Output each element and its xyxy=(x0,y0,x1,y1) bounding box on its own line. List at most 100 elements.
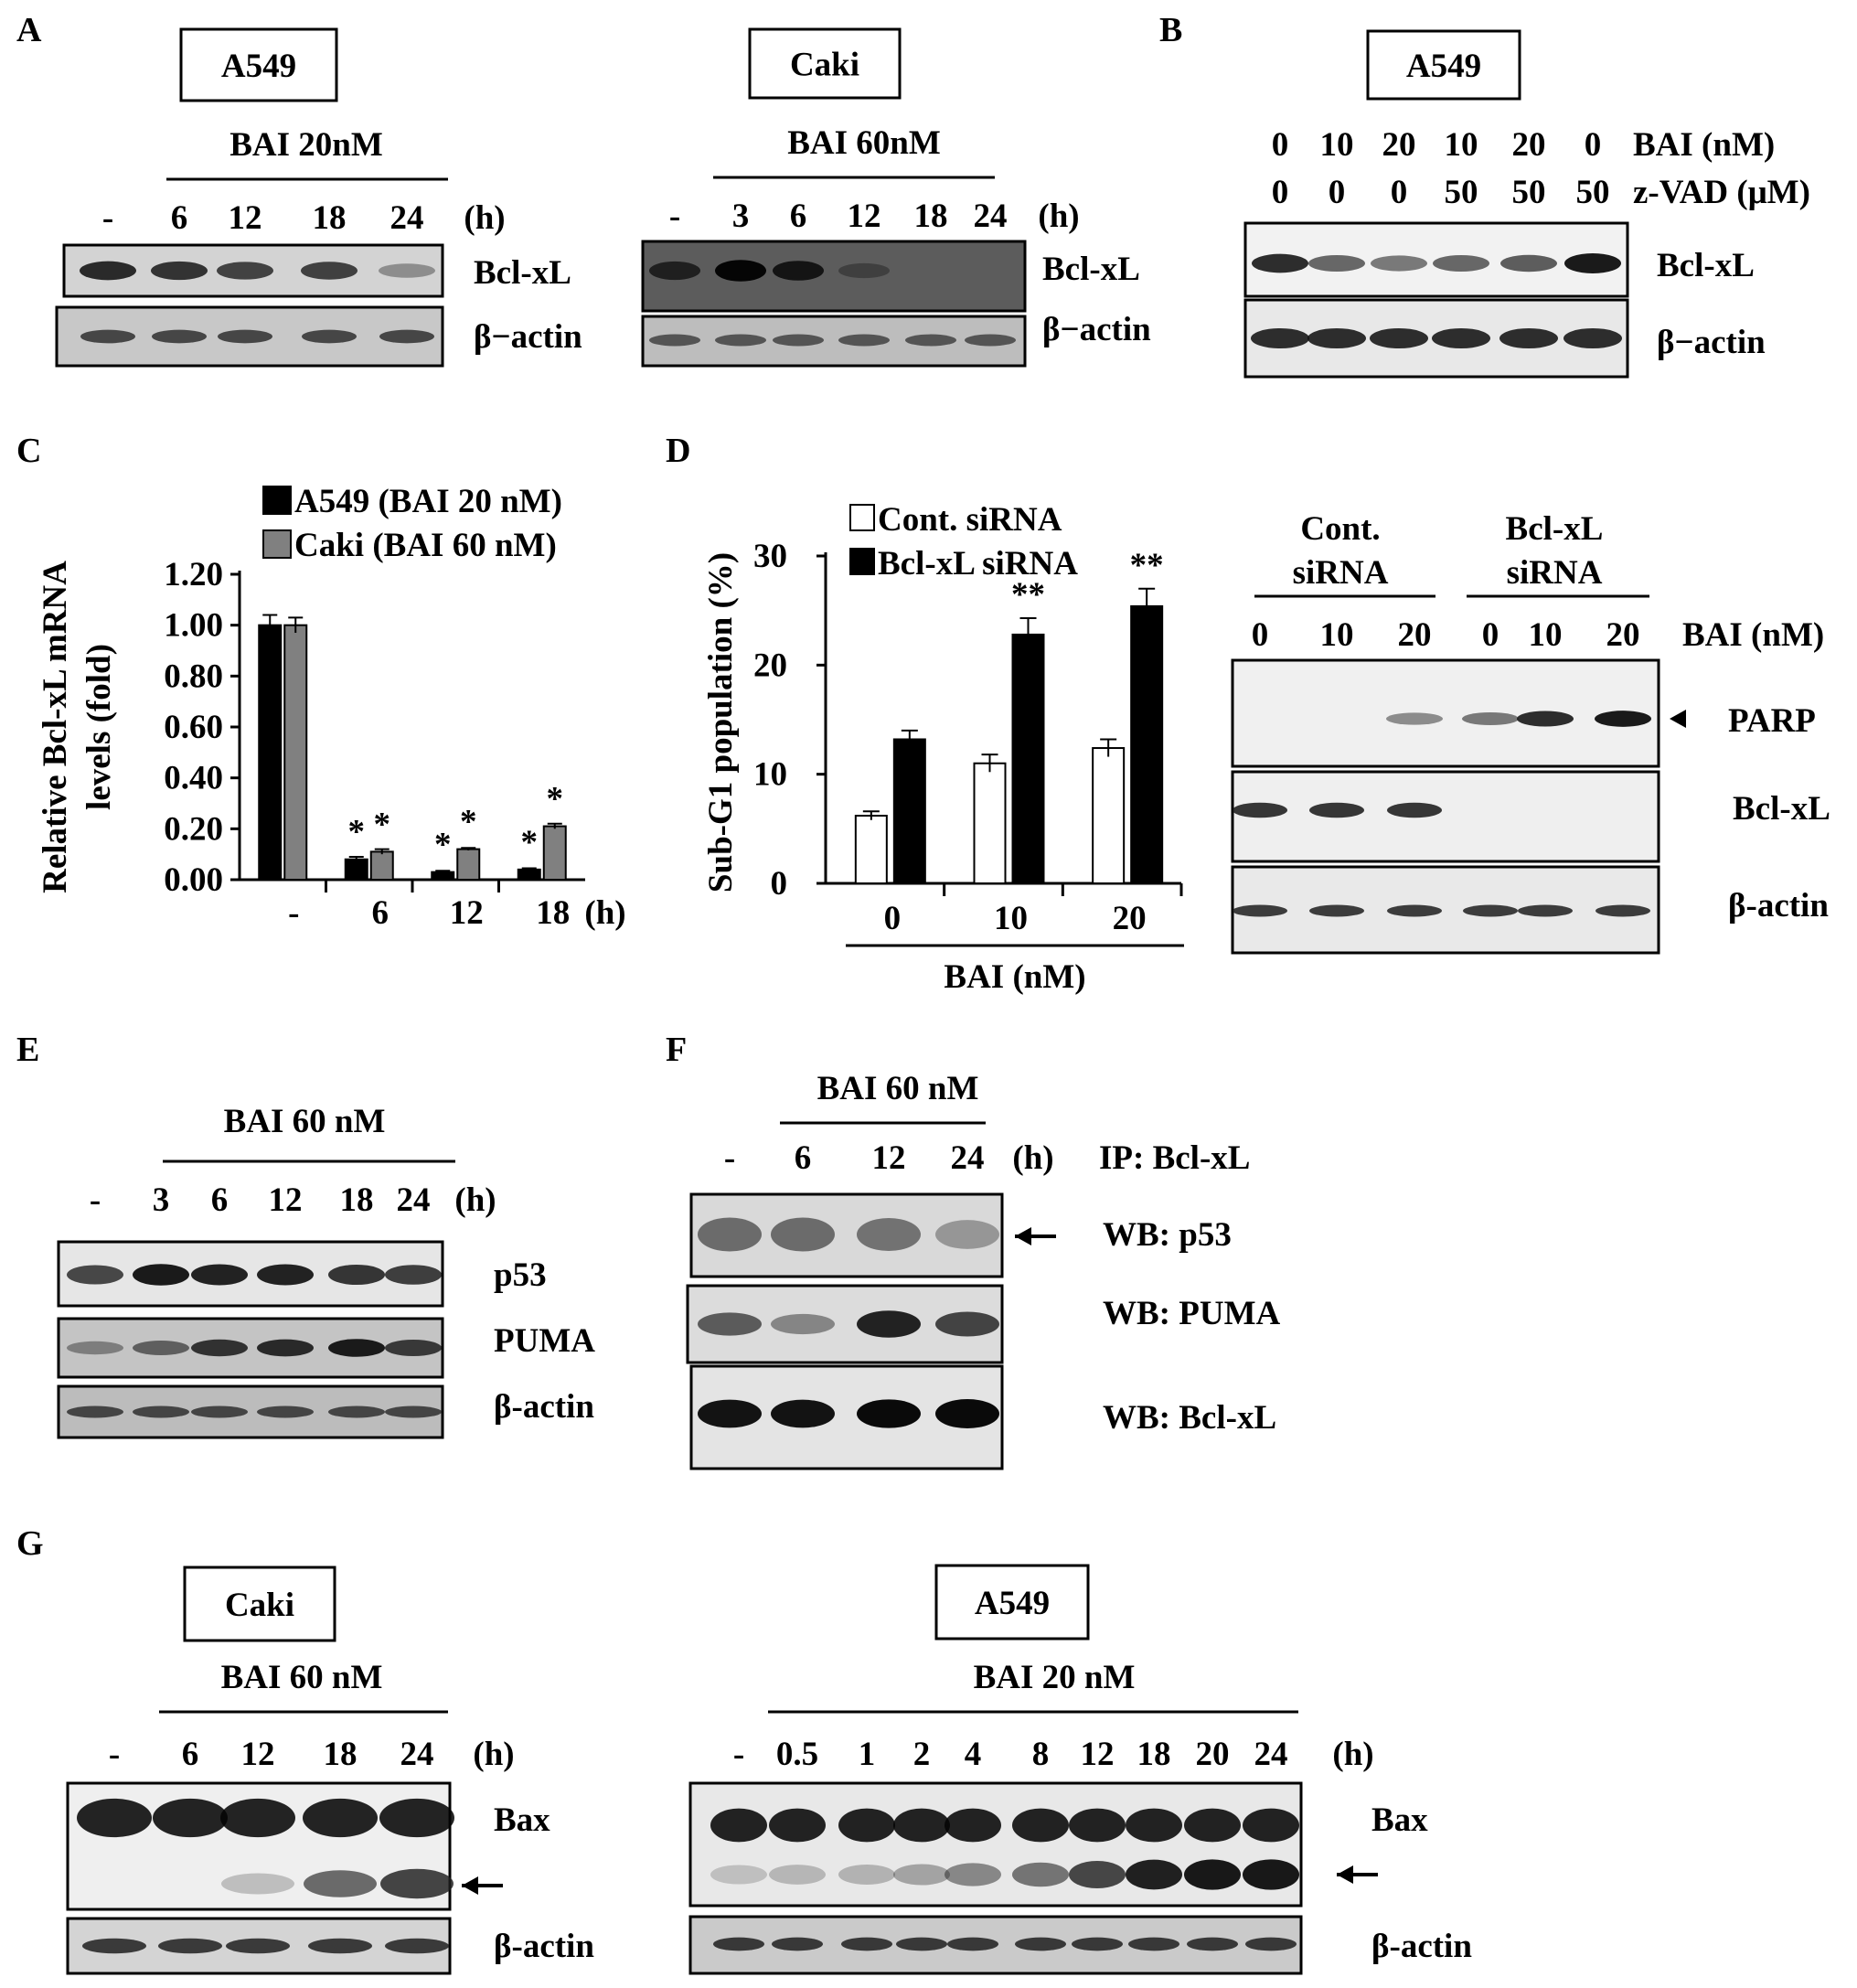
g-right-row-actin: β-actin xyxy=(1371,1928,1472,1965)
d-bar xyxy=(854,815,888,884)
a-right-bcl-band xyxy=(773,261,824,281)
a-right-lane-label: 18 xyxy=(914,198,948,235)
f-row-puma: WB: PUMA xyxy=(1103,1295,1280,1332)
f-bcl-band xyxy=(935,1399,999,1428)
a-left-actin-band xyxy=(152,329,207,344)
c-significance: * xyxy=(521,824,539,861)
b-bai-value: 20 xyxy=(1382,126,1416,164)
c-x-tick-label: 18 xyxy=(536,894,570,932)
b-bcl-band xyxy=(1252,253,1308,273)
a-left-bcl-band xyxy=(217,262,273,280)
d-bar xyxy=(973,762,1007,884)
c-y-tick-label: 1.20 xyxy=(164,556,223,593)
a-left-lane-label: - xyxy=(102,199,113,237)
e-actin-band xyxy=(191,1405,248,1418)
d-blot-row-parp: PARP xyxy=(1728,702,1816,740)
e-lane-label: 18 xyxy=(340,1181,374,1219)
g-right-actin-band xyxy=(1015,1937,1066,1951)
g-right-bax-band xyxy=(1012,1808,1069,1843)
g-right-actin-band xyxy=(841,1937,892,1951)
g-left-bax-band xyxy=(153,1798,228,1838)
d-blot-row-actin: β-actin xyxy=(1728,887,1829,925)
g-right-bax-band xyxy=(838,1808,895,1843)
g-right-cleaved-bax-band xyxy=(769,1865,826,1885)
b-bai-label: BAI (nM) xyxy=(1633,126,1775,164)
g-right-actin-band xyxy=(947,1937,998,1951)
panel-letter-d: D xyxy=(666,432,690,470)
f-puma-band xyxy=(935,1311,999,1337)
f-bcl-band xyxy=(698,1399,762,1428)
a-left-actin-band xyxy=(218,329,272,344)
d-x-tick-label: 10 xyxy=(994,900,1028,937)
d-blot-actin-band xyxy=(1387,904,1442,917)
e-puma-band xyxy=(385,1340,442,1356)
e-row-actin: β-actin xyxy=(494,1388,594,1426)
a-right-actin-band xyxy=(649,334,700,347)
c-y-tick-label: 1.00 xyxy=(164,607,223,645)
d-blot-parp-arrowhead xyxy=(1670,710,1686,728)
b-bcl-band xyxy=(1564,253,1621,273)
a-right-lane-label: 24 xyxy=(974,198,1008,235)
d-legend-swatch xyxy=(849,548,875,575)
a-left-bcl-band xyxy=(80,261,136,281)
g-right-bax-band xyxy=(893,1808,950,1843)
d-blot-group1-line2: siRNA xyxy=(1293,554,1389,592)
c-bar xyxy=(258,624,283,882)
g-right-unit: (h) xyxy=(1332,1736,1373,1773)
b-cell-line-box xyxy=(1366,29,1521,101)
d-significance: ** xyxy=(1011,576,1045,614)
e-p53-band xyxy=(328,1264,385,1286)
f-lane-label: 24 xyxy=(951,1139,985,1177)
g-right-cell-line: A549 xyxy=(975,1585,1050,1622)
g-right-lane-label: 4 xyxy=(965,1736,982,1773)
a-left-actin-band xyxy=(80,329,135,344)
g-right-lane-label: 0.5 xyxy=(776,1736,818,1773)
g-left-cleaved-arrow-head xyxy=(462,1876,478,1895)
g-right-lane-label: 24 xyxy=(1254,1736,1288,1773)
g-right-lane-label: 1 xyxy=(859,1736,876,1773)
g-left-actin-band xyxy=(308,1938,372,1954)
g-right-actin-band xyxy=(713,1937,764,1951)
d-blot-bcl-band xyxy=(1233,802,1287,818)
b-bai-value: 20 xyxy=(1512,126,1546,164)
a-right-actin-band xyxy=(773,334,824,347)
a-right-lane-label: - xyxy=(669,198,680,235)
b-bai-value: 10 xyxy=(1320,126,1354,164)
f-p53-band xyxy=(771,1217,835,1252)
d-blot-actin-band xyxy=(1596,904,1650,917)
panel-letter-a: A xyxy=(16,11,42,49)
c-x-unit: (h) xyxy=(584,894,625,932)
a-left-cell-line: A549 xyxy=(221,48,296,85)
b-row-bcl: Bcl-xL xyxy=(1657,247,1755,284)
g-right-bax-band xyxy=(769,1808,826,1843)
c-y-tick-label: 0.20 xyxy=(164,810,223,848)
c-y-tick-label: 0.80 xyxy=(164,657,223,695)
g-left-bax-band xyxy=(77,1798,152,1838)
c-bar xyxy=(344,858,368,882)
a-right-lane-label: 3 xyxy=(732,198,750,235)
b-actin-band xyxy=(1564,327,1622,349)
c-legend-swatch xyxy=(262,486,292,515)
d-y-tick-label: 30 xyxy=(753,538,787,575)
e-treatment: BAI 60 nM xyxy=(224,1103,386,1140)
d-blot-actin-band xyxy=(1233,904,1287,917)
d-blot-lane-label: 10 xyxy=(1320,616,1354,654)
a-right-unit: (h) xyxy=(1038,198,1079,235)
a-left-actin-band xyxy=(379,329,434,344)
e-row-puma: PUMA xyxy=(494,1322,595,1360)
b-bcl-band xyxy=(1308,254,1365,273)
c-bar xyxy=(456,848,481,881)
b-actin-band xyxy=(1499,327,1558,349)
c-bar xyxy=(542,825,567,881)
a-right-bcl-band xyxy=(649,261,700,281)
b-zvad-label: z-VAD (μM) xyxy=(1633,174,1810,211)
c-significance: * xyxy=(460,804,477,841)
d-blot-lane-label: 10 xyxy=(1529,616,1563,654)
a-left-lane-label: 6 xyxy=(171,199,188,237)
c-bar xyxy=(369,850,394,882)
d-blot-parp-band xyxy=(1462,711,1519,726)
a-right-treatment: BAI 60nM xyxy=(787,124,941,162)
panel-letter-f: F xyxy=(666,1031,687,1069)
g-left-lane-label: 18 xyxy=(324,1736,358,1773)
